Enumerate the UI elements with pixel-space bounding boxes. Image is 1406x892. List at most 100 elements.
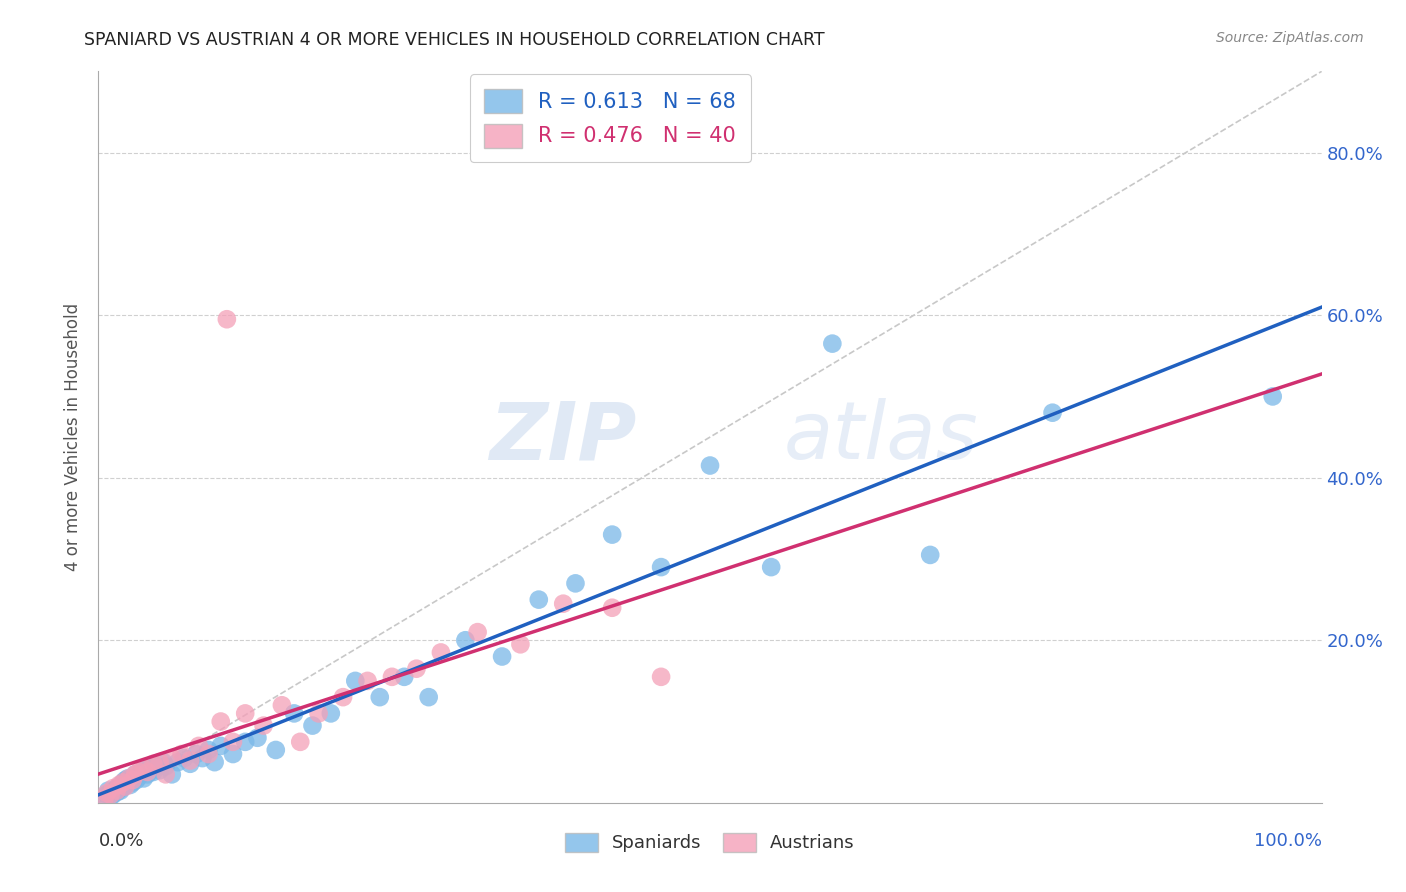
Point xyxy=(392,670,416,684)
Point xyxy=(100,789,122,804)
Point xyxy=(209,714,232,729)
Point xyxy=(132,772,155,786)
Point xyxy=(191,751,214,765)
Point xyxy=(142,756,165,771)
Point xyxy=(134,764,156,778)
Point xyxy=(124,767,146,781)
Point xyxy=(160,767,183,781)
Point xyxy=(222,747,245,761)
Point xyxy=(170,747,193,761)
Point xyxy=(252,718,274,732)
Point xyxy=(197,747,219,761)
Point xyxy=(290,735,312,749)
Point xyxy=(430,645,453,659)
Point xyxy=(160,751,183,765)
Point xyxy=(332,690,354,705)
Point xyxy=(283,706,305,721)
Point xyxy=(821,336,844,351)
Point xyxy=(553,597,575,611)
Point xyxy=(108,778,131,792)
Point xyxy=(110,783,132,797)
Point xyxy=(96,786,118,800)
Point xyxy=(121,772,143,787)
Point xyxy=(136,767,159,781)
Point xyxy=(454,633,477,648)
Point xyxy=(149,755,172,769)
Point xyxy=(418,690,440,705)
Point xyxy=(108,780,131,794)
Point xyxy=(129,764,152,779)
Point xyxy=(319,706,342,721)
Point xyxy=(100,788,122,802)
Point xyxy=(132,762,155,776)
Point xyxy=(368,690,391,705)
Point xyxy=(344,673,367,688)
Point xyxy=(105,783,128,797)
Point xyxy=(155,759,177,773)
Point xyxy=(491,649,513,664)
Point xyxy=(600,600,623,615)
Text: 0.0%: 0.0% xyxy=(98,832,143,850)
Point xyxy=(270,698,294,713)
Point xyxy=(93,791,115,805)
Point xyxy=(149,764,172,778)
Point xyxy=(111,778,134,792)
Point xyxy=(115,775,138,789)
Point xyxy=(142,764,165,779)
Point xyxy=(93,791,115,805)
Point xyxy=(233,735,256,749)
Point xyxy=(186,747,208,761)
Point xyxy=(187,739,209,753)
Point xyxy=(101,788,124,802)
Point xyxy=(509,637,531,651)
Point xyxy=(120,778,142,792)
Point xyxy=(600,527,623,541)
Point xyxy=(197,743,219,757)
Point xyxy=(111,781,134,796)
Point xyxy=(264,743,287,757)
Text: SPANIARD VS AUSTRIAN 4 OR MORE VEHICLES IN HOUSEHOLD CORRELATION CHART: SPANIARD VS AUSTRIAN 4 OR MORE VEHICLES … xyxy=(84,31,825,49)
Point xyxy=(128,770,150,784)
Point xyxy=(128,764,150,779)
Point xyxy=(121,775,143,789)
Point xyxy=(179,756,201,771)
Point xyxy=(650,670,672,684)
Point xyxy=(105,785,128,799)
Point xyxy=(650,560,672,574)
Point xyxy=(167,755,190,769)
Point xyxy=(114,778,136,792)
Point xyxy=(124,767,146,781)
Point xyxy=(114,772,136,787)
Point xyxy=(179,754,201,768)
Point xyxy=(112,780,135,794)
Text: atlas: atlas xyxy=(783,398,979,476)
Point xyxy=(308,706,330,721)
Point xyxy=(1042,406,1064,420)
Point xyxy=(173,751,195,765)
Point xyxy=(699,458,721,473)
Point xyxy=(155,767,177,781)
Point xyxy=(209,739,232,753)
Point xyxy=(125,772,148,787)
Point xyxy=(527,592,550,607)
Point xyxy=(97,783,120,797)
Legend: Spaniards, Austrians: Spaniards, Austrians xyxy=(558,826,862,860)
Point xyxy=(152,755,174,769)
Point xyxy=(136,764,159,779)
Point xyxy=(761,560,783,574)
Point xyxy=(564,576,586,591)
Point xyxy=(100,786,122,800)
Point xyxy=(301,718,323,732)
Text: 100.0%: 100.0% xyxy=(1254,832,1322,850)
Point xyxy=(118,772,141,787)
Point xyxy=(215,312,238,326)
Point xyxy=(920,548,942,562)
Point xyxy=(1261,389,1284,403)
Point xyxy=(204,755,226,769)
Text: ZIP: ZIP xyxy=(489,398,637,476)
Y-axis label: 4 or more Vehicles in Household: 4 or more Vehicles in Household xyxy=(65,303,83,571)
Point xyxy=(101,781,124,796)
Point xyxy=(105,781,128,796)
Point xyxy=(117,772,139,786)
Point xyxy=(111,775,134,789)
